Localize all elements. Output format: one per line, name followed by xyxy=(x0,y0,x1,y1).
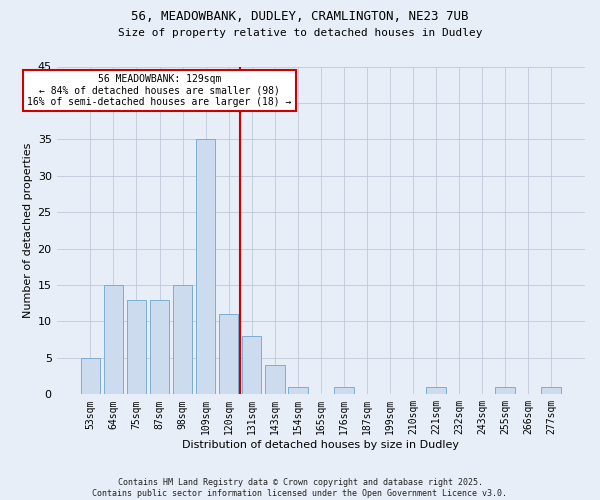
Bar xyxy=(334,387,353,394)
Bar xyxy=(219,314,238,394)
Bar xyxy=(426,387,446,394)
Text: 56 MEADOWBANK: 129sqm
← 84% of detached houses are smaller (98)
16% of semi-deta: 56 MEADOWBANK: 129sqm ← 84% of detached … xyxy=(28,74,292,107)
Bar xyxy=(242,336,262,394)
Text: Size of property relative to detached houses in Dudley: Size of property relative to detached ho… xyxy=(118,28,482,38)
Bar xyxy=(265,365,284,394)
X-axis label: Distribution of detached houses by size in Dudley: Distribution of detached houses by size … xyxy=(182,440,460,450)
Bar xyxy=(173,285,193,395)
Text: Contains HM Land Registry data © Crown copyright and database right 2025.
Contai: Contains HM Land Registry data © Crown c… xyxy=(92,478,508,498)
Bar xyxy=(541,387,561,394)
Bar xyxy=(288,387,308,394)
Bar xyxy=(127,300,146,394)
Bar xyxy=(104,285,123,395)
Y-axis label: Number of detached properties: Number of detached properties xyxy=(23,142,34,318)
Bar xyxy=(196,140,215,394)
Text: 56, MEADOWBANK, DUDLEY, CRAMLINGTON, NE23 7UB: 56, MEADOWBANK, DUDLEY, CRAMLINGTON, NE2… xyxy=(131,10,469,23)
Bar xyxy=(80,358,100,395)
Bar xyxy=(150,300,169,394)
Bar xyxy=(496,387,515,394)
